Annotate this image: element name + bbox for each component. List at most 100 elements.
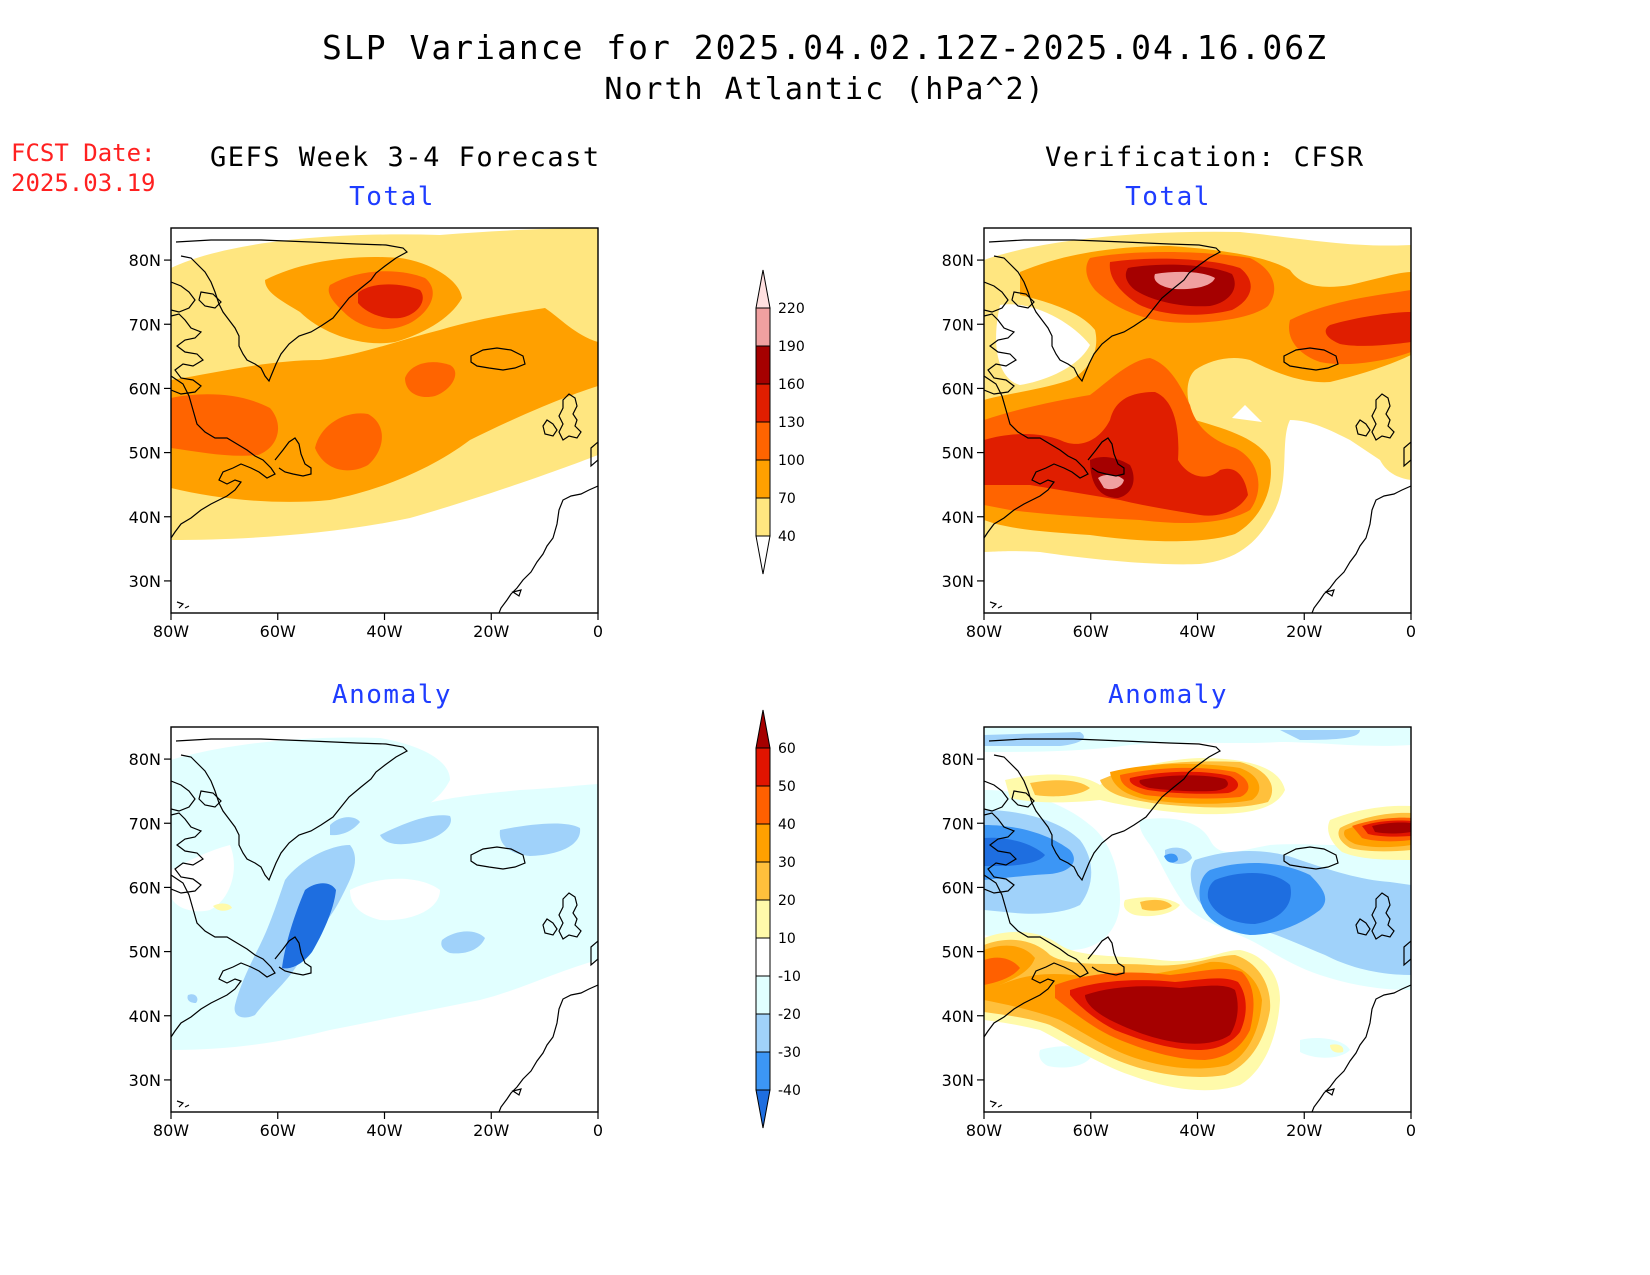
cfsr-anomaly-lon-label: 40W	[1179, 1121, 1215, 1140]
cfsr-anomaly-lon-label: 80W	[966, 1121, 1002, 1140]
cfsr-anomaly-lon-label: 20W	[1286, 1121, 1322, 1140]
total-colorbar-160-190	[755, 345, 771, 385]
gefs-total-contour-70-100	[171, 308, 598, 502]
cfsr-anomaly-lat-label: 60N	[942, 878, 974, 897]
cfsr-anomaly-contour-below-minus40	[984, 837, 1291, 924]
cfsr-anomaly-lat-label: 50N	[942, 943, 974, 962]
total-colorbar-label-220: 220	[778, 301, 805, 317]
gefs-total-lat-label: 30N	[129, 572, 161, 591]
gefs-anomaly-lat-label: 60N	[129, 878, 161, 897]
gefs-anomaly-lon-label: 40W	[366, 1121, 402, 1140]
anomaly-colorbar-minus10-10	[755, 937, 771, 977]
anomaly-colorbar-50-60	[755, 747, 771, 787]
total-colorbar-label-130: 130	[778, 415, 805, 431]
anomaly-colorbar: -40 -30 -20 -10 10 20 30 40 50 60	[755, 709, 801, 1129]
gefs-total-contour-100-130-west	[171, 394, 279, 456]
gefs-anomaly-contour-minus30-minus40	[282, 883, 336, 969]
main-title: SLP Variance for 2025.04.02.12Z-2025.04.…	[322, 28, 1328, 67]
cfsr-anomaly-map	[983, 726, 1412, 1113]
anomaly-colorbar-label-minus30: -30	[778, 1045, 801, 1061]
gefs-anomaly-contour-10-20	[213, 903, 232, 911]
cfsr-anomaly-lon-label: 0	[1406, 1121, 1416, 1140]
anomaly-colorbar-label-30: 30	[778, 855, 796, 871]
gefs-total-lat-label: 70N	[129, 315, 161, 334]
total-colorbar-top-tip	[755, 269, 771, 309]
cfsr-anomaly-title: Anomaly	[1107, 680, 1229, 710]
gefs-total-lat-label: 50N	[129, 444, 161, 463]
gefs-total-lat-label: 60N	[129, 379, 161, 398]
cfsr-anomaly-contour-above-60	[1085, 775, 1411, 1044]
anomaly-colorbar-label-minus10: -10	[778, 969, 801, 985]
cfsr-total-contour-130-160	[984, 258, 1411, 516]
gefs-total-contour-100-130-south	[315, 413, 382, 471]
total-colorbar-label-100: 100	[778, 453, 805, 469]
anomaly-colorbar-minus40-minus30	[755, 1051, 771, 1091]
total-colorbar-label-70: 70	[778, 491, 796, 507]
gefs-anomaly-lon-label: 60W	[260, 1121, 296, 1140]
gefs-total-lon-label: 0	[593, 622, 603, 641]
axes-layer: 80N 70N 60N 50N 40N 30N 80W 60W 40W 20W 0 80N 70N 60N…	[129, 251, 1416, 1140]
cfsr-anomaly-lat-label: 30N	[942, 1071, 974, 1090]
cfsr-anomaly-contour-50-60	[1070, 771, 1411, 1050]
anomaly-colorbar-minus30-minus20	[755, 1013, 771, 1053]
cfsr-total-lat-label: 80N	[942, 251, 974, 270]
anomaly-colorbar-label-40: 40	[778, 817, 796, 833]
total-colorbar-40-70	[755, 497, 771, 537]
gefs-anomaly-lat-label: 70N	[129, 814, 161, 833]
total-colorbar-190-220	[755, 307, 771, 347]
cfsr-total-lat-label: 30N	[942, 572, 974, 591]
cfsr-total-title: Total	[1125, 182, 1211, 212]
cfsr-total-map	[983, 227, 1412, 614]
gefs-total-lat-label: 80N	[129, 251, 161, 270]
anomaly-colorbar-bottom-tip	[755, 1089, 771, 1129]
gefs-total-title: Total	[349, 182, 435, 212]
gefs-anomaly-title: Anomaly	[331, 680, 453, 710]
total-colorbar-100-130	[755, 421, 771, 461]
gefs-total-map	[170, 227, 599, 614]
anomaly-colorbar-20-30	[755, 861, 771, 901]
gefs-anomaly-lon-label: 80W	[153, 1121, 189, 1140]
cfsr-total-lon-label: 80W	[966, 622, 1002, 641]
anomaly-colorbar-label-minus20: -20	[778, 1007, 801, 1023]
anomaly-colorbar-label-10: 10	[778, 931, 796, 947]
gefs-anomaly-lat-label: 30N	[129, 1071, 161, 1090]
total-colorbar-bottom-tip	[755, 535, 771, 575]
cfsr-total-lon-label: 0	[1406, 622, 1416, 641]
cfsr-total-lat-label: 60N	[942, 379, 974, 398]
anomaly-colorbar-10-20	[755, 899, 771, 939]
cfsr-total-lon-label: 40W	[1179, 622, 1215, 641]
gefs-total-lon-label: 80W	[153, 622, 189, 641]
cfsr-total-lat-label: 50N	[942, 444, 974, 463]
total-colorbar-label-190: 190	[778, 339, 805, 355]
cfsr-anomaly-lon-label: 60W	[1073, 1121, 1109, 1140]
cfsr-total-lat-label: 70N	[942, 315, 974, 334]
cfsr-anomaly-lat-label: 80N	[942, 750, 974, 769]
gefs-total-contour-130-160	[358, 284, 423, 319]
total-colorbar-130-160	[755, 383, 771, 423]
cfsr-anomaly-lat-label: 70N	[942, 814, 974, 833]
left-column-header: GEFS Week 3-4 Forecast	[210, 142, 601, 173]
gefs-anomaly-map	[170, 726, 599, 1113]
gefs-anomaly-lat-label: 50N	[129, 943, 161, 962]
gefs-total-lon-label: 20W	[473, 622, 509, 641]
main-subtitle: North Atlantic (hPa^2)	[604, 72, 1046, 107]
cfsr-total-lon-label: 20W	[1286, 622, 1322, 641]
anomaly-colorbar-label-minus40: -40	[778, 1083, 801, 1099]
gefs-anomaly-hole-2	[171, 845, 234, 912]
total-colorbar-label-40: 40	[778, 529, 796, 545]
cfsr-total-hole-northwest	[996, 304, 1090, 385]
gefs-anomaly-lat-label: 80N	[129, 750, 161, 769]
cfsr-anomaly-lat-label: 40N	[942, 1007, 974, 1026]
gefs-total-lon-label: 40W	[366, 622, 402, 641]
anomaly-colorbar-minus20-minus10	[755, 975, 771, 1015]
cfsr-anomaly-contour-minus20-minus30	[984, 810, 1411, 975]
cfsr-total-contour-160-190	[1090, 264, 1235, 498]
total-colorbar-label-160: 160	[778, 377, 805, 393]
right-column-header: Verification: CFSR	[1045, 142, 1365, 173]
cfsr-total-lat-label: 40N	[942, 508, 974, 527]
gefs-total-lon-label: 60W	[260, 622, 296, 641]
cfsr-total-hole-central	[1232, 405, 1262, 422]
anomaly-colorbar-label-50: 50	[778, 779, 796, 795]
cfsr-anomaly-contour-minus20-minus30-north	[984, 730, 1360, 746]
